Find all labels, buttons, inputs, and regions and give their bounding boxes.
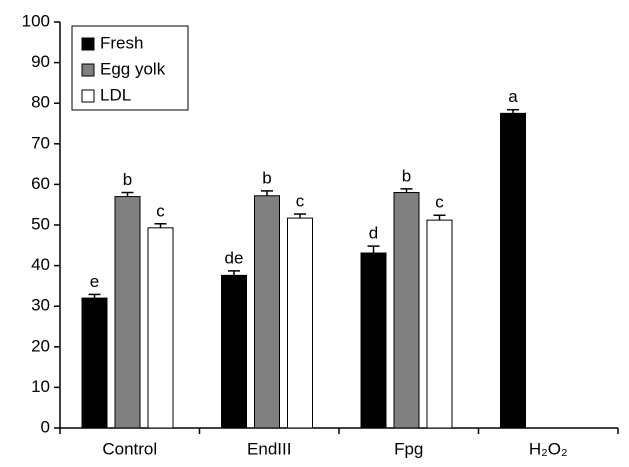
- y-tick-label: 100: [22, 11, 50, 30]
- legend-swatch: [81, 89, 95, 103]
- x-tick-label: EndIII: [247, 439, 291, 458]
- legend-label: LDL: [100, 85, 131, 104]
- x-tick-label: Fpg: [394, 439, 423, 458]
- significance-letter: c: [435, 193, 444, 212]
- y-tick-label: 10: [31, 377, 50, 396]
- significance-letter: a: [508, 87, 518, 106]
- significance-letter: c: [296, 192, 305, 211]
- bar: [81, 297, 108, 429]
- significance-letter: c: [156, 201, 165, 220]
- x-tick-label: H₂O₂: [529, 439, 568, 458]
- y-tick-label: 0: [41, 417, 50, 436]
- y-tick-label: 50: [31, 214, 50, 233]
- significance-letter: b: [262, 168, 271, 187]
- legend-label: Fresh: [100, 33, 143, 52]
- y-tick-label: 90: [31, 52, 50, 71]
- bar: [221, 274, 247, 429]
- bar: [254, 195, 280, 429]
- significance-letter: de: [225, 248, 244, 267]
- bar: [287, 217, 313, 429]
- legend-swatch: [81, 37, 95, 51]
- bar: [360, 252, 387, 429]
- y-tick-label: 70: [31, 133, 50, 152]
- bar: [147, 227, 174, 429]
- significance-letter: b: [402, 166, 411, 185]
- bar: [114, 196, 141, 429]
- significance-letter: d: [369, 224, 378, 243]
- y-tick-label: 40: [31, 255, 50, 274]
- significance-letter: b: [123, 170, 132, 189]
- x-tick-label: Control: [102, 439, 157, 458]
- bar: [426, 219, 453, 429]
- legend-label: Egg yolk: [100, 59, 166, 78]
- y-tick-label: 60: [31, 174, 50, 193]
- bar: [500, 112, 526, 429]
- significance-letter: e: [90, 272, 99, 291]
- bar: [393, 192, 420, 429]
- y-tick-label: 80: [31, 93, 50, 112]
- y-tick-label: 20: [31, 336, 50, 355]
- y-tick-label: 30: [31, 296, 50, 315]
- legend-swatch: [81, 63, 95, 77]
